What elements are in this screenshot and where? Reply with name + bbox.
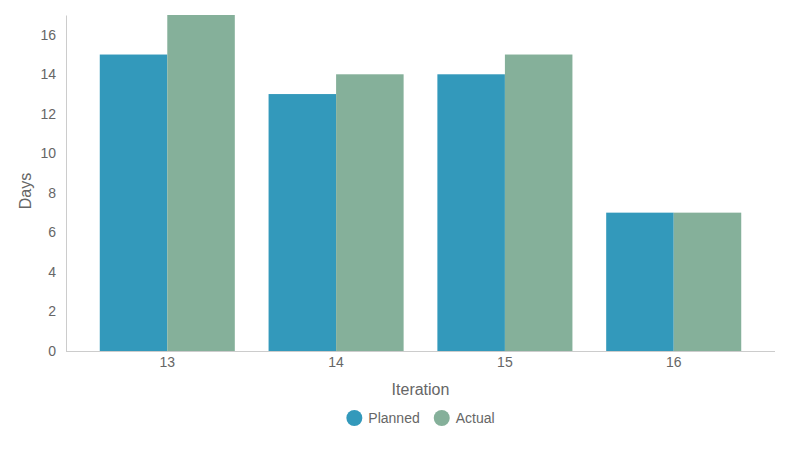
y-tick-label: 10 (40, 145, 56, 161)
x-tick: 15 (497, 354, 513, 370)
bar (336, 74, 404, 351)
y-tick-label: 0 (48, 343, 56, 359)
bar (437, 74, 505, 351)
legend: Planned Actual (346, 410, 494, 426)
x-tick-label: 16 (666, 354, 682, 370)
legend-item: Planned (346, 410, 419, 426)
legend-swatch (346, 410, 362, 426)
y-tick: 0 (48, 343, 66, 359)
bar (505, 55, 573, 351)
y-tick: 6 (48, 224, 66, 240)
x-tick: 16 (666, 354, 682, 370)
x-tick: 14 (328, 354, 344, 370)
x-tick-label: 15 (497, 354, 513, 370)
bar (606, 213, 674, 351)
series-bars (167, 15, 741, 351)
y-tick-label: 8 (48, 185, 56, 201)
bar (167, 15, 235, 351)
x-axis: 13 14 15 16 (66, 352, 775, 370)
bar (100, 55, 168, 351)
x-tick-label: 13 (159, 354, 175, 370)
y-tick-label: 2 (48, 303, 56, 319)
y-tick: 4 (48, 264, 66, 280)
y-tick: 16 (40, 27, 66, 43)
bars (100, 15, 741, 351)
chart: 0 2 4 6 8 10 12 14 16 13 14 15 16 Iteration Days Planne… (0, 0, 800, 450)
y-axis: 0 2 4 6 8 10 12 14 16 (40, 16, 66, 359)
y-axis-line (66, 16, 67, 352)
y-tick: 2 (48, 303, 66, 319)
legend-label: Planned (368, 410, 419, 426)
x-tick: 13 (159, 354, 175, 370)
y-axis-title: Days (17, 173, 34, 209)
bar (269, 94, 337, 351)
x-axis-line (66, 351, 775, 352)
y-tick-label: 4 (48, 264, 56, 280)
legend-item: Actual (434, 410, 495, 426)
y-tick-label: 6 (48, 224, 56, 240)
y-tick-label: 14 (40, 66, 56, 82)
y-tick: 12 (40, 106, 66, 122)
y-tick-label: 16 (40, 27, 56, 43)
y-tick-label: 12 (40, 106, 56, 122)
bar (674, 213, 742, 351)
y-tick: 10 (40, 145, 66, 161)
y-tick: 8 (48, 185, 66, 201)
legend-swatch (434, 410, 450, 426)
x-tick-label: 14 (328, 354, 344, 370)
x-axis-title: Iteration (392, 381, 450, 398)
legend-label: Actual (456, 410, 495, 426)
y-tick: 14 (40, 66, 66, 82)
